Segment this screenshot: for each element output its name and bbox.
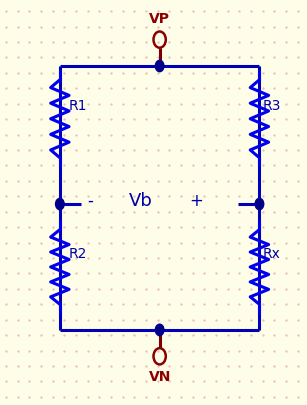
Text: R1: R1 (69, 98, 87, 112)
Text: VP: VP (149, 13, 170, 26)
Text: +: + (189, 192, 204, 209)
Text: R2: R2 (69, 246, 87, 260)
Circle shape (155, 324, 164, 336)
Circle shape (155, 61, 164, 72)
Text: Vb: Vb (129, 192, 153, 209)
Text: -: - (87, 192, 94, 209)
Text: Rx: Rx (263, 246, 281, 260)
Text: R3: R3 (263, 98, 282, 112)
Text: VN: VN (149, 369, 171, 383)
Circle shape (255, 199, 264, 210)
Circle shape (56, 199, 64, 210)
